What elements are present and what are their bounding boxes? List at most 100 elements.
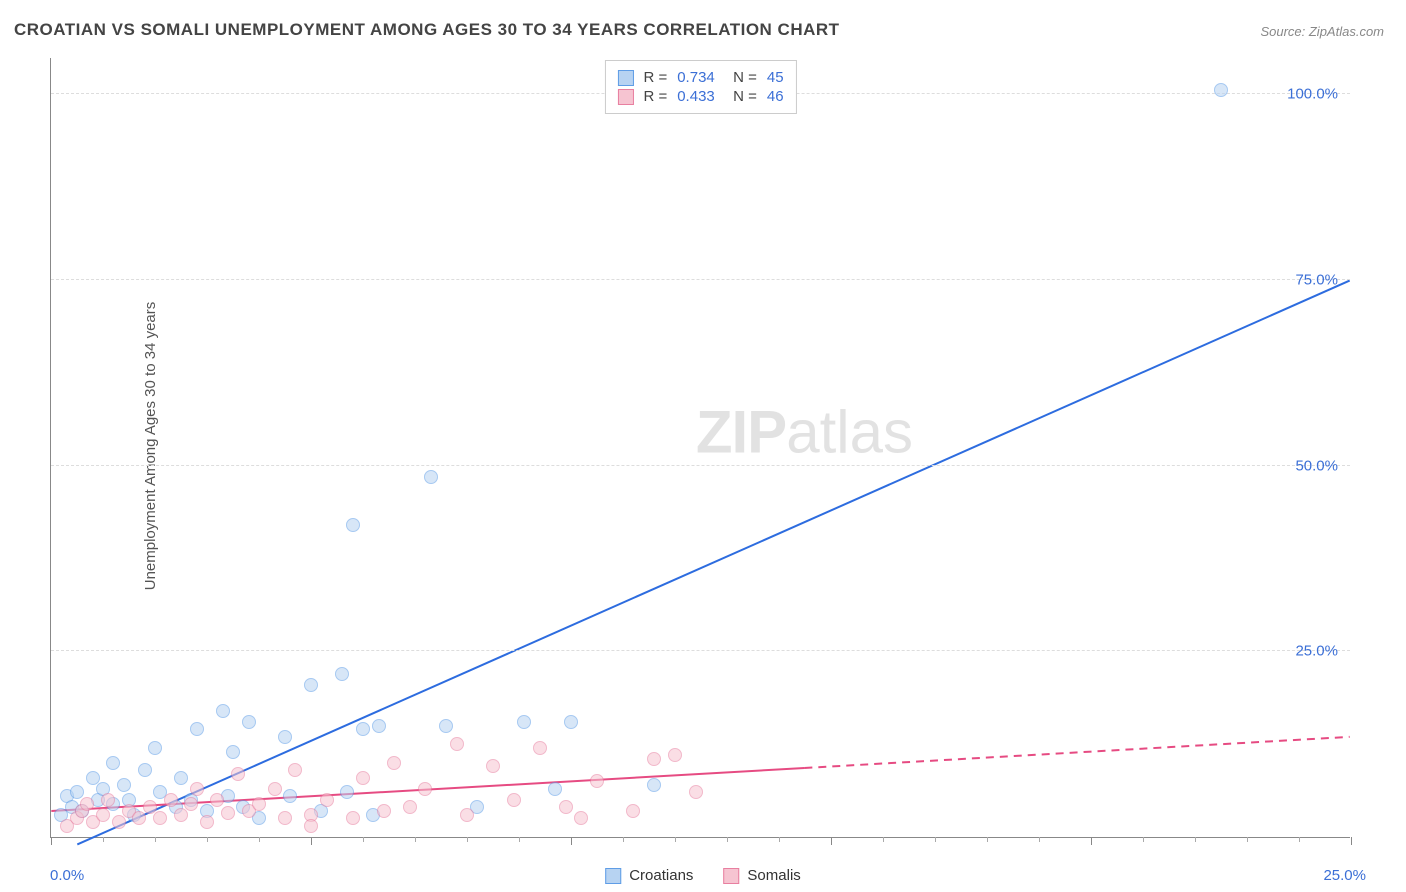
data-point	[242, 715, 256, 729]
legend-swatch	[605, 868, 621, 884]
data-point	[184, 797, 198, 811]
x-axis-max-label: 25.0%	[1323, 867, 1366, 884]
data-point	[174, 771, 188, 785]
data-point	[372, 719, 386, 733]
data-point	[574, 811, 588, 825]
correlation-chart: CROATIAN VS SOMALI UNEMPLOYMENT AMONG AG…	[0, 0, 1406, 892]
x-tick-minor	[103, 837, 104, 842]
source-label: Source: ZipAtlas.com	[1260, 24, 1384, 39]
data-point	[210, 793, 224, 807]
x-tick-major	[51, 837, 52, 845]
data-point	[647, 778, 661, 792]
x-tick-minor	[779, 837, 780, 842]
data-point	[101, 793, 115, 807]
data-point	[460, 808, 474, 822]
data-point	[335, 667, 349, 681]
n-value-1: 46	[767, 88, 784, 105]
data-point	[356, 771, 370, 785]
data-point	[486, 759, 500, 773]
data-point	[548, 782, 562, 796]
data-point	[424, 470, 438, 484]
x-tick-minor	[987, 837, 988, 842]
data-point	[356, 722, 370, 736]
data-point	[387, 756, 401, 770]
data-point	[377, 804, 391, 818]
data-point	[559, 800, 573, 814]
x-tick-minor	[1247, 837, 1248, 842]
data-point	[439, 719, 453, 733]
x-tick-major	[571, 837, 572, 845]
data-point	[278, 811, 292, 825]
y-tick-label: 75.0%	[1295, 271, 1338, 288]
data-point	[252, 797, 266, 811]
data-point	[138, 763, 152, 777]
data-point	[626, 804, 640, 818]
data-point	[190, 722, 204, 736]
x-tick-minor	[1299, 837, 1300, 842]
chart-title: CROATIAN VS SOMALI UNEMPLOYMENT AMONG AG…	[14, 20, 840, 40]
watermark-bold: ZIP	[696, 398, 786, 465]
data-point	[304, 819, 318, 833]
data-point	[590, 774, 604, 788]
gridline	[51, 650, 1350, 651]
data-point	[106, 756, 120, 770]
data-point	[320, 793, 334, 807]
data-point	[288, 763, 302, 777]
x-tick-minor	[935, 837, 936, 842]
data-point	[278, 730, 292, 744]
data-point	[450, 737, 464, 751]
data-point	[340, 785, 354, 799]
data-point	[403, 800, 417, 814]
gridline	[51, 279, 1350, 280]
data-point	[1214, 83, 1228, 97]
data-point	[689, 785, 703, 799]
data-point	[647, 752, 661, 766]
data-point	[283, 789, 297, 803]
r-value-1: 0.433	[677, 88, 715, 105]
x-tick-minor	[363, 837, 364, 842]
x-tick-major	[311, 837, 312, 845]
legend-label: Croatians	[629, 867, 693, 884]
swatch-croatians	[617, 70, 633, 86]
data-point	[564, 715, 578, 729]
data-point	[418, 782, 432, 796]
x-tick-minor	[519, 837, 520, 842]
x-tick-minor	[259, 837, 260, 842]
stats-row: R = 0.433 N = 46	[617, 88, 783, 105]
x-axis-min-label: 0.0%	[50, 867, 84, 884]
data-point	[174, 808, 188, 822]
data-point	[148, 741, 162, 755]
data-point	[668, 748, 682, 762]
data-point	[216, 704, 230, 718]
x-tick-minor	[467, 837, 468, 842]
data-point	[96, 808, 110, 822]
legend-label: Somalis	[747, 867, 800, 884]
data-point	[517, 715, 531, 729]
data-point	[346, 811, 360, 825]
x-tick-minor	[675, 837, 676, 842]
x-tick-minor	[1195, 837, 1196, 842]
data-point	[268, 782, 282, 796]
data-point	[164, 793, 178, 807]
watermark-rest: atlas	[786, 398, 913, 465]
n-value-0: 45	[767, 69, 784, 86]
data-point	[132, 811, 146, 825]
x-tick-minor	[623, 837, 624, 842]
data-point	[304, 678, 318, 692]
y-tick-label: 100.0%	[1287, 86, 1338, 103]
data-point	[80, 797, 94, 811]
data-point	[153, 811, 167, 825]
x-tick-major	[1091, 837, 1092, 845]
data-point	[190, 782, 204, 796]
data-point	[533, 741, 547, 755]
data-point	[507, 793, 521, 807]
series-legend: Croatians Somalis	[605, 867, 801, 884]
x-tick-minor	[727, 837, 728, 842]
x-tick-minor	[415, 837, 416, 842]
r-value-0: 0.734	[677, 69, 715, 86]
legend-swatch	[723, 868, 739, 884]
stats-row: R = 0.734 N = 45	[617, 69, 783, 86]
x-tick-minor	[155, 837, 156, 842]
plot-area: ZIPatlas R = 0.734 N = 45 R = 0.433 N = …	[50, 58, 1350, 838]
watermark: ZIPatlas	[696, 397, 913, 466]
